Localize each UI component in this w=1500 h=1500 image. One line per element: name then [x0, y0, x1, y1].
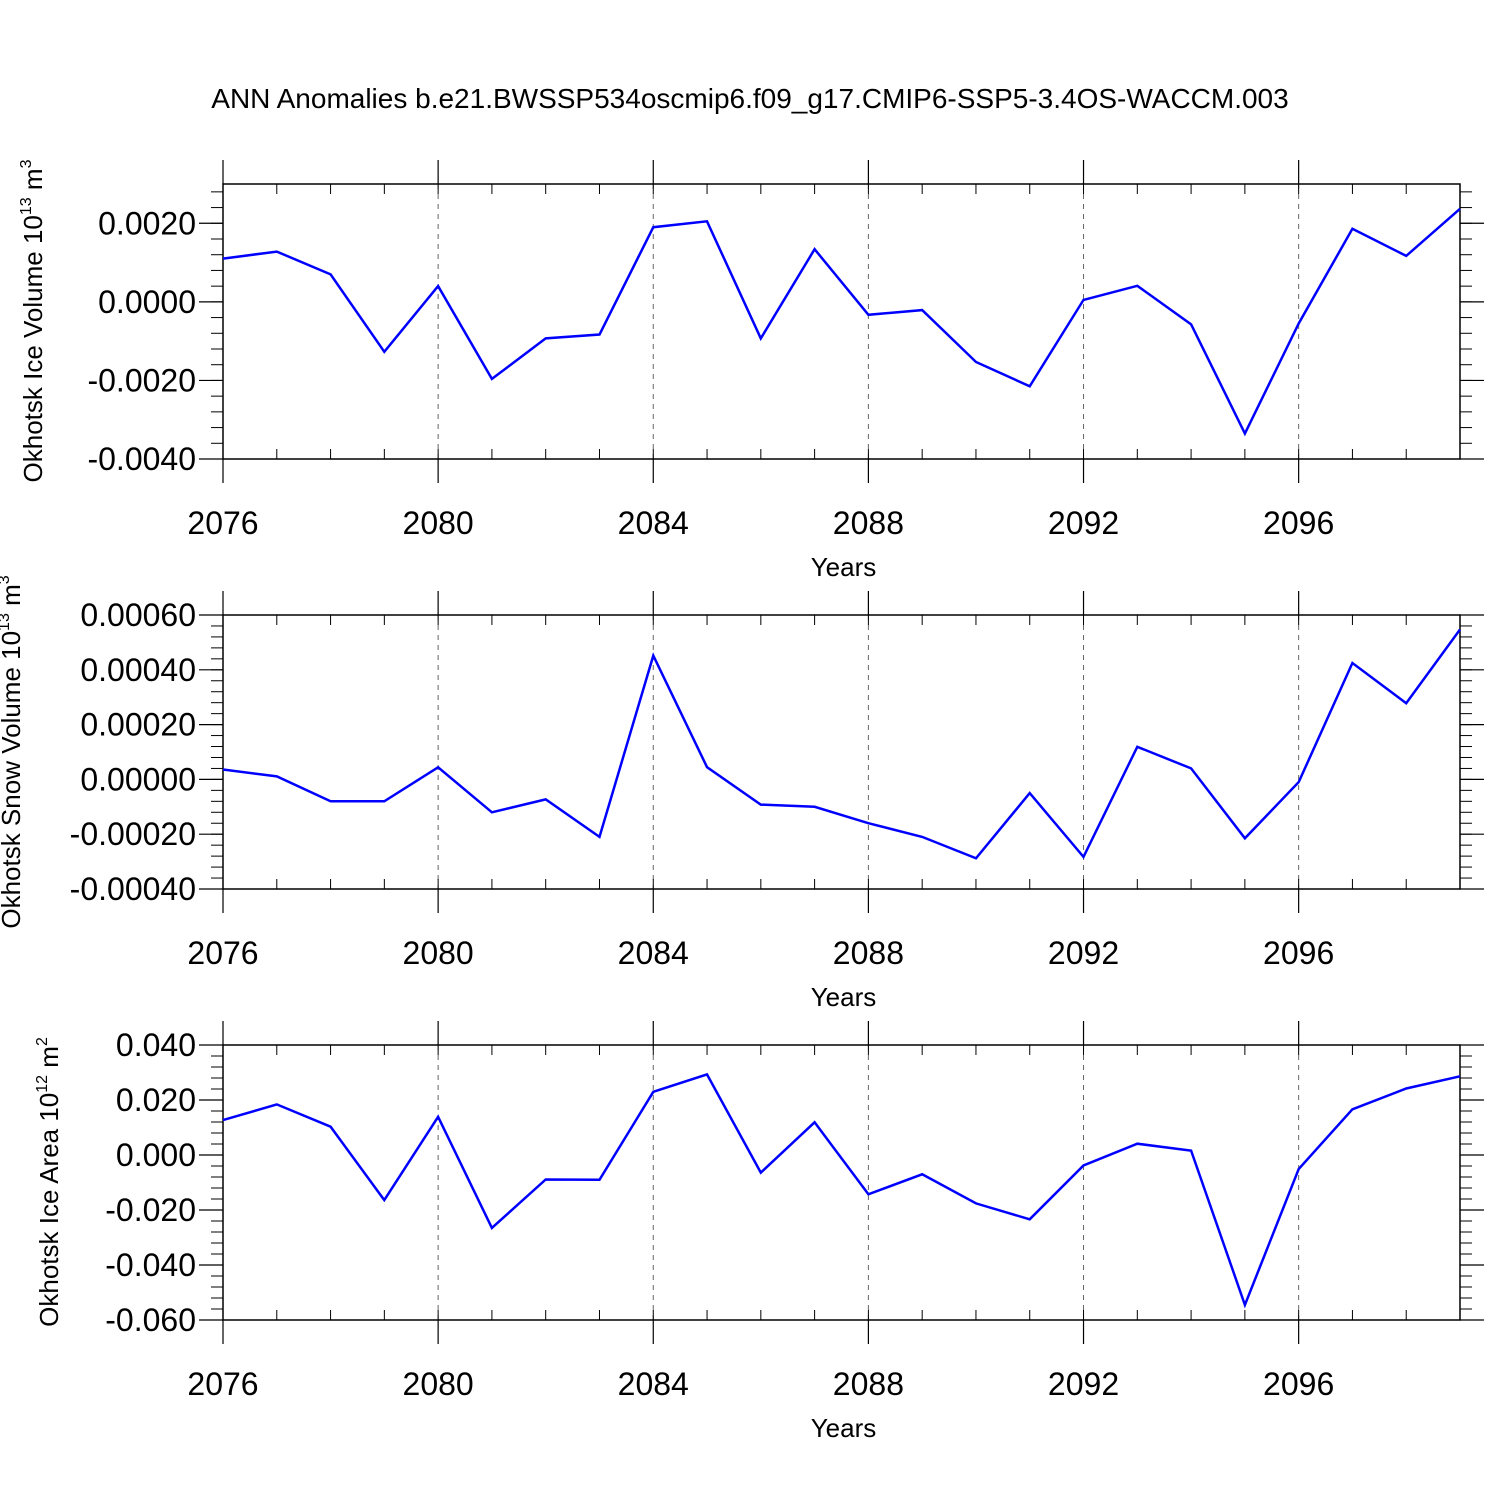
data-series-line [222, 207, 1461, 437]
x-tick-label: 2088 [833, 1366, 904, 1402]
y-tick-label: -0.00020 [70, 816, 196, 852]
data-series-line [222, 1072, 1461, 1309]
plot-frame [222, 1044, 1461, 1321]
chart-panel-3: 2076 2080 2084 2088 2092 2096 -0.060 -0.040 -0.0… [34, 1021, 1484, 1443]
chart-panel-1: 2076 2080 2084 2088 2092 2096 -0.0040 -0.0020 0.… [18, 159, 1484, 582]
y-tick-label: -0.00040 [70, 871, 196, 907]
x-axis-label: Years [811, 982, 877, 1012]
x-tick-label: 2096 [1263, 505, 1334, 541]
y-tick-label: -0.040 [105, 1247, 196, 1283]
plot-frame [222, 614, 1461, 890]
x-tick-label: 2092 [1048, 1366, 1119, 1402]
x-tick-label: 2076 [187, 1366, 258, 1402]
x-tick-label: 2096 [1263, 935, 1334, 971]
x-tick-label: 2088 [833, 505, 904, 541]
y-tick-label: 0.00020 [80, 707, 196, 743]
y-tick-label: 0.0020 [98, 205, 196, 241]
x-tick-label: 2084 [618, 1366, 689, 1402]
x-tick-label: 2084 [618, 505, 689, 541]
figure-title: ANN Anomalies b.e21.BWSSP534oscmip6.f09_… [211, 83, 1288, 114]
y-tick-label: 0.00000 [80, 761, 196, 797]
y-tick-label: -0.060 [105, 1302, 196, 1338]
x-tick-label: 2080 [403, 505, 474, 541]
y-tick-label: -0.020 [105, 1192, 196, 1228]
x-tick-label: 2096 [1263, 1366, 1334, 1402]
y-tick-label: 0.00040 [80, 652, 196, 688]
y-tick-label: 0.0000 [98, 284, 196, 320]
x-tick-label: 2088 [833, 935, 904, 971]
x-tick-label: 2092 [1048, 935, 1119, 971]
y-axis-label: Okhotsk Ice Area 1012 m2 [34, 1037, 64, 1327]
x-axis-label: Years [811, 552, 877, 582]
x-tick-label: 2076 [187, 505, 258, 541]
x-tick-label: 2076 [187, 935, 258, 971]
y-tick-label: 0.040 [116, 1027, 196, 1063]
y-tick-label: -0.0040 [87, 441, 196, 477]
y-tick-label: -0.0020 [87, 362, 196, 398]
x-tick-label: 2080 [403, 1366, 474, 1402]
data-series-line [222, 628, 1462, 860]
chart-panel-2: 2076 2080 2084 2088 2092 2096 -0.00040 -0.00020… [0, 575, 1484, 1012]
plot-frame [222, 183, 1461, 460]
y-axis-label: Okhotsk Ice Volume 1013 m3 [18, 159, 48, 482]
x-tick-label: 2092 [1048, 505, 1119, 541]
y-tick-label: 0.00060 [80, 597, 196, 633]
y-axis-label: Okhotsk Snow Volume 1013 m3 [0, 575, 26, 928]
x-axis-label: Years [811, 1413, 877, 1443]
x-tick-label: 2084 [618, 935, 689, 971]
y-tick-label: 0.020 [116, 1082, 196, 1118]
y-tick-label: 0.000 [116, 1137, 196, 1173]
x-tick-label: 2080 [403, 935, 474, 971]
